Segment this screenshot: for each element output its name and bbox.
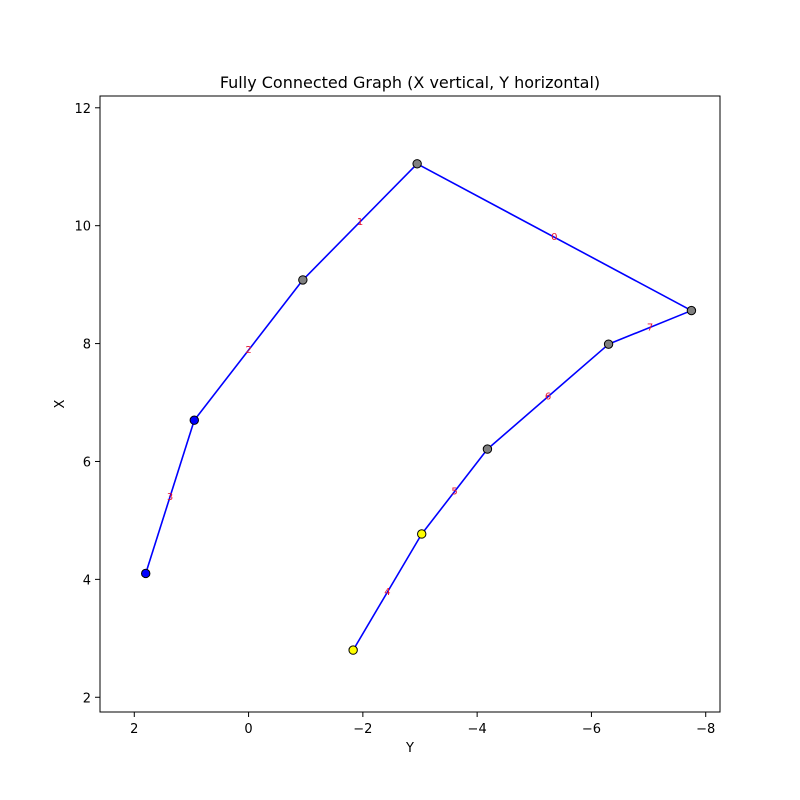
x-tick-label: 0 xyxy=(244,722,252,737)
graph-node xyxy=(603,339,614,349)
x-axis-ticks: 2 0 −2 −4 −6 −8 xyxy=(130,712,715,737)
x-tick-label: −2 xyxy=(353,722,372,737)
x-tick-label: −4 xyxy=(468,722,487,737)
y-axis-ticks: 2 4 6 8 10 12 xyxy=(74,102,100,706)
graph-node xyxy=(189,415,199,425)
edge-label: 7 xyxy=(647,322,653,333)
graph-node xyxy=(348,645,358,655)
graph-edge xyxy=(352,533,423,651)
edge-label: 6 xyxy=(545,392,551,403)
y-tick-label: 10 xyxy=(74,220,91,235)
graph-edge xyxy=(608,309,692,345)
x-tick-label: −8 xyxy=(696,722,715,737)
y-tick-label: 8 xyxy=(83,338,91,353)
graph-edge xyxy=(193,279,304,421)
edge-label: 1 xyxy=(357,217,363,228)
edge-label: 3 xyxy=(167,492,173,503)
graph-node xyxy=(412,159,422,169)
graph-edge xyxy=(144,419,196,574)
edge-label: 2 xyxy=(245,345,251,356)
x-axis-label: Y xyxy=(405,741,414,756)
y-tick-label: 4 xyxy=(83,573,91,588)
edge-label: 0 xyxy=(551,232,557,243)
graph-node xyxy=(141,568,151,579)
edge-label: 5 xyxy=(451,487,457,498)
y-tick-label: 6 xyxy=(83,455,91,470)
y-tick-label: 12 xyxy=(74,102,91,117)
graph-edge xyxy=(302,163,418,281)
y-tick-label: 2 xyxy=(83,691,91,706)
plot-area: 0 1 2 3 4 5 6 7 xyxy=(141,159,697,655)
x-tick-label: 2 xyxy=(130,722,138,737)
graph-edge xyxy=(421,448,489,535)
x-tick-label: −6 xyxy=(582,722,601,737)
graph-node xyxy=(482,444,493,454)
y-axis-label: X xyxy=(53,399,68,408)
edge-label: 4 xyxy=(384,587,390,598)
graph-node xyxy=(686,305,697,316)
graph-node xyxy=(298,275,308,285)
graph-edge xyxy=(486,343,610,450)
graph-node xyxy=(417,529,427,539)
graph-edge xyxy=(416,163,692,312)
chart-title: Fully Connected Graph (X vertical, Y hor… xyxy=(220,73,600,92)
axes-frame xyxy=(99,95,721,713)
